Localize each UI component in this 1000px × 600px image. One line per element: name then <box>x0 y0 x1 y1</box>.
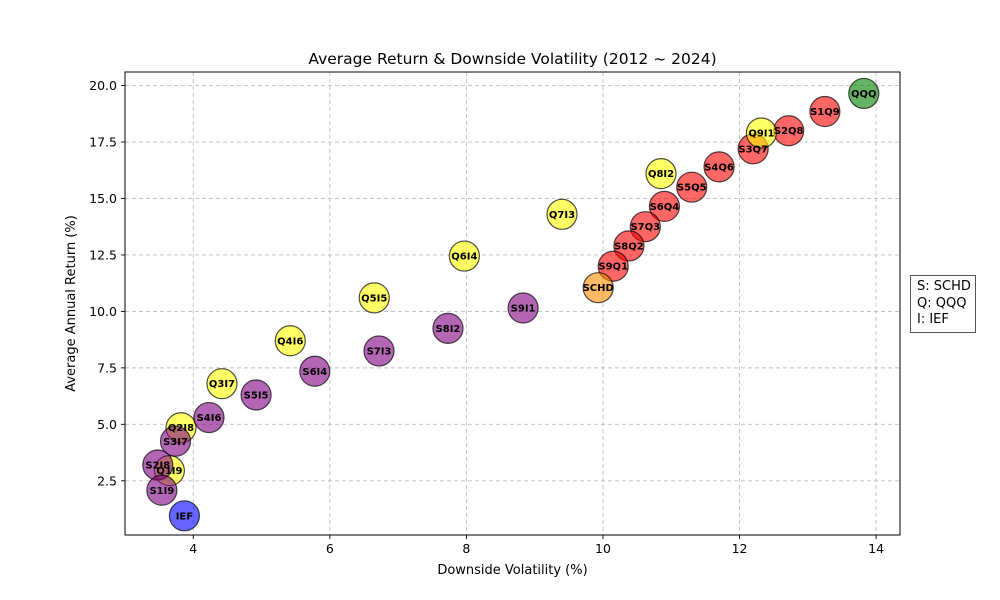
data-point <box>168 500 201 532</box>
y-tick-label: 10.0 <box>89 304 117 319</box>
data-point-label: S8Q2 <box>614 241 644 252</box>
data-point <box>240 379 272 411</box>
data-point <box>645 158 677 190</box>
data-point <box>363 335 395 367</box>
data-point-label: S4Q6 <box>704 162 734 173</box>
data-point-label: Q1I9 <box>156 466 182 477</box>
data-point-label: S2I8 <box>145 460 170 471</box>
data-point <box>848 77 880 110</box>
data-point <box>676 171 708 203</box>
data-point-label: S3Q7 <box>738 144 768 155</box>
data-point-label: Q9I1 <box>748 128 774 139</box>
data-point <box>582 272 614 304</box>
data-point-label: S7Q3 <box>630 222 660 233</box>
plot-frame <box>124 71 901 536</box>
data-point-label: Q5I5 <box>361 293 387 304</box>
data-point <box>809 95 841 128</box>
data-point <box>206 368 238 400</box>
y-tick-label: 5.0 <box>97 417 117 432</box>
data-point-label: S8I2 <box>436 324 461 335</box>
y-tick-label: 17.5 <box>89 135 117 150</box>
data-point-label: Q3I7 <box>209 379 235 390</box>
x-tick-label: 6 <box>326 541 334 556</box>
data-point <box>159 425 192 457</box>
legend-line-ief: I: IEF <box>917 312 949 327</box>
x-tick-label: 4 <box>189 541 197 556</box>
data-point-label: S6Q4 <box>650 202 680 213</box>
legend-line-schd: S: SCHD <box>917 279 971 294</box>
data-point <box>432 312 464 344</box>
y-tick-label: 20.0 <box>89 78 117 93</box>
data-point-label: QQQ <box>851 89 877 100</box>
data-point <box>703 151 735 183</box>
data-point-label: S1Q9 <box>810 107 840 118</box>
data-point <box>546 198 578 230</box>
data-point <box>358 282 390 314</box>
data-point-label: Q8I2 <box>648 169 674 180</box>
y-tick-label: 12.5 <box>89 247 117 262</box>
y-tick-label: 7.5 <box>97 360 117 375</box>
y-axis-label: Average Annual Return (%) <box>64 215 79 392</box>
data-point-label: S9Q1 <box>598 262 628 273</box>
data-point-label: S6I4 <box>302 367 327 378</box>
legend-line-qqq: Q: QQQ <box>917 295 967 311</box>
data-point-label: SCHD <box>583 283 614 294</box>
x-tick-label: 8 <box>462 541 470 556</box>
data-point-label: Q2I8 <box>168 423 194 434</box>
data-point-label: S5I5 <box>244 390 269 401</box>
y-tick-label: 2.5 <box>97 473 117 488</box>
data-point <box>507 292 539 324</box>
x-tick-label: 10 <box>595 541 611 556</box>
data-point-label: S9I1 <box>511 304 536 315</box>
y-tick-label: 15.0 <box>89 191 117 206</box>
data-point <box>193 401 225 434</box>
x-axis-label: Downside Volatility (%) <box>437 563 587 578</box>
data-point-label: Q4I6 <box>277 336 303 347</box>
data-point <box>274 325 306 357</box>
data-point-label: Q6I4 <box>451 252 477 263</box>
data-point <box>597 250 629 282</box>
data-point-label: S2Q8 <box>774 126 804 137</box>
data-point-label: Q7I3 <box>549 210 575 221</box>
data-point <box>745 117 777 149</box>
data-point <box>648 190 681 222</box>
data-point-label: S7I3 <box>367 346 392 357</box>
data-point <box>146 474 178 506</box>
x-tick-label: 14 <box>868 541 884 556</box>
data-point-label: S3I7 <box>163 437 188 448</box>
data-point-label: S5Q5 <box>677 183 707 194</box>
data-point-label: S4I6 <box>197 413 222 424</box>
data-point-label: S1I9 <box>149 486 174 497</box>
data-point <box>299 355 331 387</box>
chart-title: Average Return & Downside Volatility (20… <box>308 50 716 68</box>
legend: S: SCHD Q: QQQ I: IEF <box>910 275 976 333</box>
data-point <box>448 240 480 272</box>
x-tick-label: 12 <box>732 541 748 556</box>
data-point-label: IEF <box>176 511 193 522</box>
